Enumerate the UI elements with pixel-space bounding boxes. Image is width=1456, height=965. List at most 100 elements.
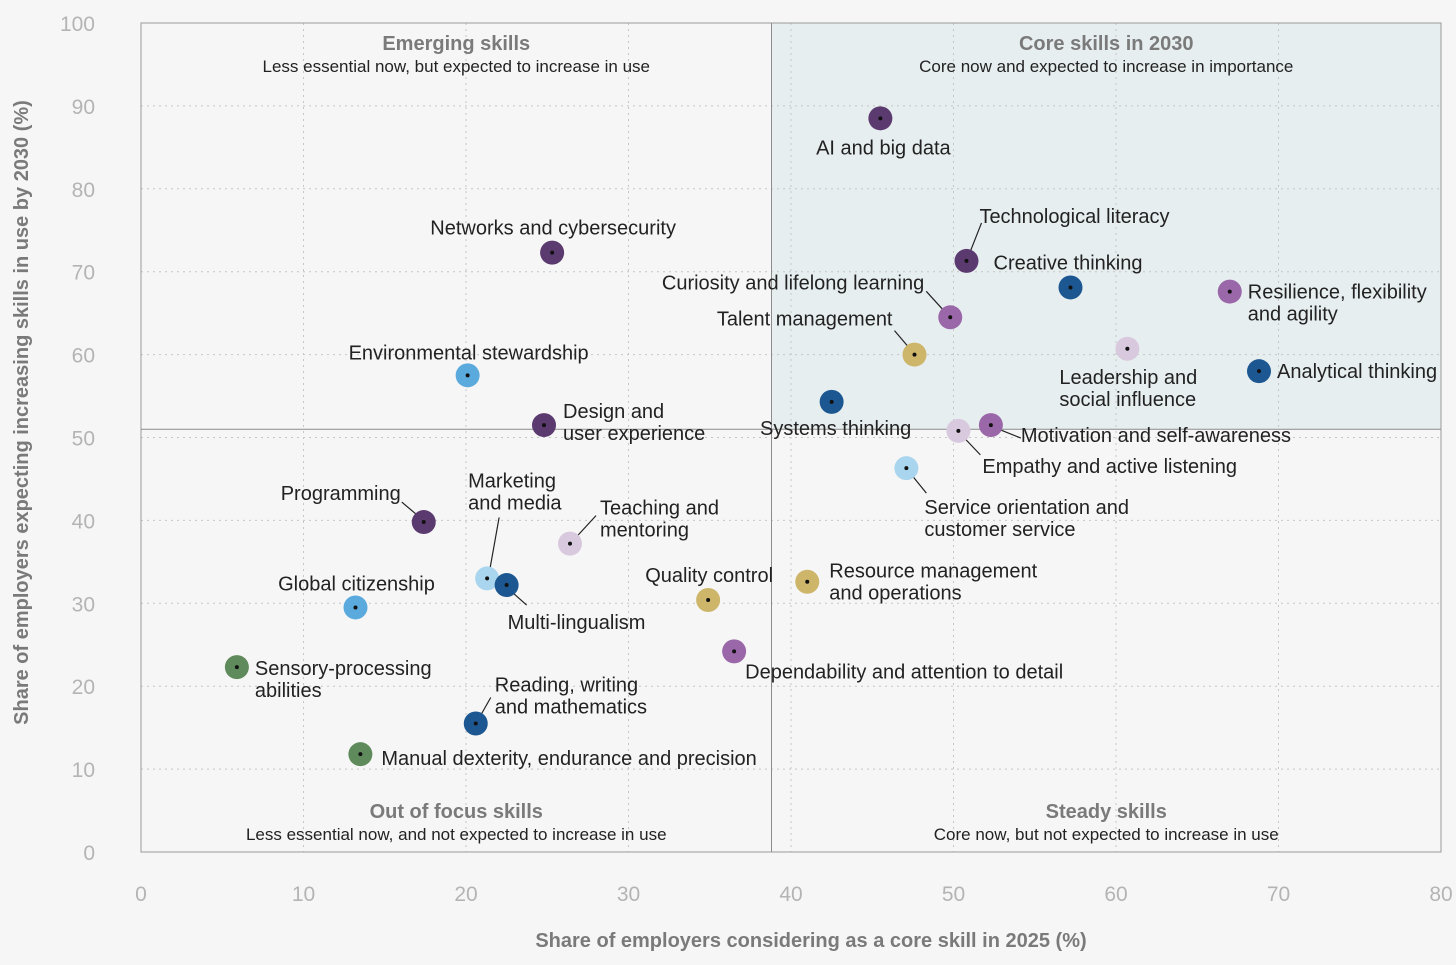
label-line: Design and bbox=[563, 401, 664, 423]
leader-technological-literacy bbox=[969, 222, 983, 252]
label-line: Networks and cybersecurity bbox=[430, 218, 676, 240]
point-resilience-flexibility-and-agility bbox=[1217, 279, 1242, 304]
label-design-and-user-experience: Design and user experience bbox=[563, 401, 705, 445]
label-technological-literacy: Technological literacy bbox=[979, 206, 1169, 228]
y-tick-label: 60 bbox=[72, 345, 95, 368]
label-line: Programming bbox=[281, 483, 401, 505]
quadrant-subtitle-core: Core now and expected to increase in imp… bbox=[919, 57, 1293, 76]
y-tick-label: 80 bbox=[72, 179, 95, 202]
label-line: Technological literacy bbox=[979, 206, 1169, 228]
point-resource-management-and-operations bbox=[795, 569, 820, 594]
y-tick-label: 20 bbox=[72, 676, 95, 699]
quadrant-title-emerging: Emerging skills bbox=[382, 33, 530, 55]
y-tick-label: 70 bbox=[72, 262, 95, 285]
point-center bbox=[948, 315, 953, 320]
y-tick-label: 90 bbox=[72, 96, 95, 119]
label-line: Teaching and bbox=[600, 498, 719, 520]
label-line: Talent management bbox=[717, 309, 893, 331]
quadrant-subtitle-steady: Core now, but not expected to increase i… bbox=[934, 825, 1279, 844]
label-line: customer service bbox=[924, 519, 1075, 541]
label-creative-thinking: Creative thinking bbox=[994, 252, 1143, 274]
point-center bbox=[1125, 346, 1130, 351]
x-tick-label: 70 bbox=[1267, 883, 1290, 906]
quadrant-subtitle-emerging: Less essential now, but expected to incr… bbox=[263, 57, 650, 76]
axis-ticks: 0 10 20 30 40 50 60 70 80 0 10 20 30 40 50 60 70 80 90 100 bbox=[60, 13, 1453, 906]
quadrant-subtitle-out: Less essential now, and not expected to … bbox=[246, 825, 667, 844]
label-line: abilities bbox=[255, 680, 322, 702]
label-sensory-processing-abilities: Sensory-processing abilities bbox=[255, 658, 432, 702]
label-analytical-thinking: Analytical thinking bbox=[1277, 361, 1437, 383]
point-multi-lingualism bbox=[494, 573, 519, 598]
point-talent-management bbox=[902, 342, 927, 367]
point-labels: AI and big data Networks and cybersecurit… bbox=[255, 137, 1437, 770]
label-dependability-and-attention-to-detail: Dependability and attention to detail bbox=[745, 661, 1063, 683]
label-line: user experience bbox=[563, 423, 705, 445]
point-ai-and-big-data bbox=[868, 106, 893, 131]
quadrant-labels: Emerging skills Less essential now, but e… bbox=[246, 33, 1293, 844]
label-line: and media bbox=[468, 492, 562, 514]
leader-marketing-and-media bbox=[488, 517, 500, 574]
label-manual-dexterity-endurance-and-precision: Manual dexterity, endurance and precisio… bbox=[381, 748, 756, 770]
label-systems-thinking: Systems thinking bbox=[760, 418, 911, 440]
label-marketing-and-media: Marketing and media bbox=[468, 470, 562, 514]
label-line: and mathematics bbox=[495, 697, 647, 719]
label-line: and operations bbox=[829, 583, 961, 605]
x-axis-title: Share of employers considering as a core… bbox=[535, 930, 1086, 952]
label-line: Dependability and attention to detail bbox=[745, 661, 1063, 683]
label-line: Environmental stewardship bbox=[349, 342, 589, 364]
x-tick-label: 50 bbox=[942, 883, 965, 906]
label-line: Empathy and active listening bbox=[982, 456, 1237, 478]
point-center bbox=[706, 597, 711, 602]
quadrant-title-steady: Steady skills bbox=[1046, 801, 1167, 823]
label-line: Curiosity and lifelong learning bbox=[662, 272, 924, 294]
y-tick-label: 100 bbox=[60, 13, 95, 36]
label-line: Sensory-processing bbox=[255, 658, 432, 680]
point-center bbox=[805, 579, 810, 584]
point-environmental-stewardship bbox=[455, 363, 480, 388]
point-center bbox=[234, 665, 239, 670]
point-center bbox=[353, 605, 358, 610]
point-marketing-and-media bbox=[475, 566, 500, 591]
grid bbox=[141, 23, 1441, 852]
label-teaching-and-mentoring: Teaching and mentoring bbox=[600, 498, 719, 542]
label-environmental-stewardship: Environmental stewardship bbox=[349, 342, 589, 364]
label-global-citizenship: Global citizenship bbox=[278, 573, 435, 595]
point-reading-writing-and-mathematics bbox=[463, 711, 488, 736]
point-center bbox=[964, 258, 969, 263]
label-line: Reading, writing bbox=[495, 675, 638, 697]
point-design-and-user-experience bbox=[532, 413, 556, 438]
label-line: Manual dexterity, endurance and precisio… bbox=[381, 748, 756, 770]
label-talent-management: Talent management bbox=[717, 309, 893, 331]
x-tick-label: 80 bbox=[1429, 883, 1452, 906]
x-tick-label: 60 bbox=[1104, 883, 1127, 906]
point-programming bbox=[411, 510, 436, 535]
point-leadership-and-social-influence bbox=[1115, 336, 1140, 361]
label-motivation-and-self-awareness: Motivation and self-awareness bbox=[1021, 425, 1291, 447]
data-points bbox=[224, 106, 1271, 767]
point-center bbox=[732, 649, 737, 654]
point-center bbox=[904, 466, 909, 471]
y-tick-label: 10 bbox=[72, 759, 95, 782]
y-tick-label: 50 bbox=[72, 428, 95, 451]
label-line: Global citizenship bbox=[278, 573, 435, 595]
label-line: social influence bbox=[1059, 389, 1196, 411]
x-tick-label: 40 bbox=[779, 883, 802, 906]
label-line: and agility bbox=[1248, 304, 1338, 326]
point-center bbox=[504, 583, 509, 588]
quadrant-title-core: Core skills in 2030 bbox=[1019, 33, 1194, 55]
label-resource-management-and-operations: Resource management and operations bbox=[829, 561, 1037, 605]
label-line: Resource management bbox=[829, 561, 1037, 583]
label-line: Resilience, flexibility bbox=[1248, 282, 1427, 304]
label-multi-lingualism: Multi-lingualism bbox=[508, 612, 646, 634]
label-quality-control: Quality control bbox=[645, 565, 773, 587]
point-center bbox=[550, 250, 555, 255]
label-leadership-and-social-influence: Leadership and social influence bbox=[1059, 367, 1197, 411]
point-center bbox=[1068, 285, 1073, 290]
x-tick-label: 30 bbox=[617, 883, 640, 906]
y-axis-title: Share of employers expecting increasing … bbox=[11, 100, 33, 725]
label-reading-writing-and-mathematics: Reading, writing and mathematics bbox=[495, 675, 647, 719]
point-service-orientation-and-customer-service bbox=[894, 456, 919, 481]
label-line: Analytical thinking bbox=[1277, 361, 1437, 383]
point-networks-and-cybersecurity bbox=[540, 240, 565, 265]
quadrant-title-out: Out of focus skills bbox=[370, 801, 543, 823]
